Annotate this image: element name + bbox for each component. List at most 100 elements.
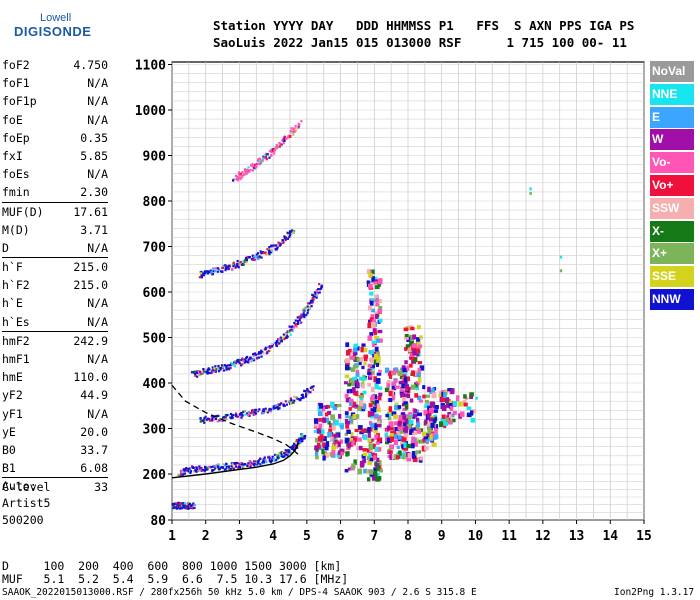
y-tick-label: 300 bbox=[143, 423, 167, 438]
header-values: SaoLuis 2022 Jan15 015 013000 RSF 1 715 … bbox=[213, 35, 627, 50]
echo-point bbox=[316, 293, 319, 296]
echo-point bbox=[280, 240, 284, 243]
echo-point bbox=[245, 355, 249, 359]
echo-point bbox=[359, 396, 364, 402]
echo-point bbox=[278, 338, 281, 341]
echo-point bbox=[371, 322, 376, 329]
echo-point bbox=[325, 452, 329, 459]
echo-point bbox=[322, 455, 326, 461]
echo-point bbox=[202, 272, 205, 275]
echo-point bbox=[389, 433, 394, 438]
param-value: N/A bbox=[87, 296, 108, 311]
echo-point bbox=[424, 404, 429, 409]
header-labels: Station YYYY DAY DDD HHMMSS P1 FFS S AXN… bbox=[213, 18, 635, 33]
echo-point bbox=[340, 451, 344, 456]
echo-point bbox=[200, 270, 203, 274]
echo-point bbox=[278, 404, 281, 407]
echo-point bbox=[353, 351, 357, 357]
echo-point bbox=[262, 459, 265, 462]
echo-point bbox=[252, 357, 255, 361]
param-key: foEs bbox=[2, 167, 30, 182]
param-value: 0.35 bbox=[80, 130, 108, 145]
echo-point bbox=[262, 461, 265, 464]
echo-point bbox=[297, 443, 300, 447]
echo-point bbox=[373, 427, 378, 434]
echo-point bbox=[433, 409, 439, 413]
echo-point bbox=[206, 370, 209, 373]
echo-point bbox=[225, 462, 228, 466]
echo-point bbox=[315, 294, 319, 297]
echo-point bbox=[411, 451, 416, 457]
echo-point bbox=[258, 157, 261, 160]
echo-point bbox=[352, 376, 358, 381]
echo-point bbox=[312, 298, 315, 301]
echo-point bbox=[309, 307, 312, 310]
echo-point bbox=[360, 346, 365, 353]
echo-point bbox=[392, 414, 398, 419]
echo-point bbox=[219, 417, 222, 421]
x-tick-label: 11 bbox=[501, 529, 517, 544]
echo-point bbox=[227, 267, 230, 271]
echo-point bbox=[288, 325, 291, 328]
echo-point bbox=[183, 506, 186, 509]
echo-point bbox=[243, 410, 246, 413]
echo-point bbox=[212, 465, 215, 468]
param-row: fmin 2.30 bbox=[2, 183, 108, 201]
echo-point bbox=[313, 291, 317, 294]
param-value: N/A bbox=[87, 314, 108, 329]
echo-point bbox=[414, 383, 418, 388]
echo-point bbox=[388, 391, 393, 397]
echo-point bbox=[351, 440, 355, 446]
echo-point bbox=[235, 360, 239, 363]
echo-point bbox=[377, 329, 383, 334]
echo-point bbox=[225, 267, 228, 270]
echo-point bbox=[303, 437, 306, 440]
echo-point bbox=[251, 165, 255, 168]
echo-point bbox=[405, 333, 409, 338]
echo-point bbox=[297, 125, 300, 128]
echo-point bbox=[302, 312, 305, 315]
echo-point bbox=[377, 308, 383, 314]
echo-point bbox=[201, 273, 204, 276]
echo-point bbox=[231, 463, 234, 466]
echo-point bbox=[319, 288, 322, 291]
echo-point bbox=[422, 431, 427, 437]
echo-point bbox=[266, 351, 269, 354]
param-row: h`Es N/A bbox=[2, 313, 108, 331]
echo-point bbox=[246, 412, 249, 415]
echo-point bbox=[363, 347, 368, 353]
echo-point bbox=[247, 411, 250, 414]
echo-point bbox=[306, 309, 310, 312]
echo-point bbox=[431, 442, 437, 448]
echo-point bbox=[321, 407, 326, 412]
echo-point bbox=[427, 429, 432, 434]
echo-point bbox=[211, 273, 214, 276]
echo-point bbox=[292, 326, 296, 329]
echo-point bbox=[288, 234, 292, 237]
echo-point bbox=[425, 394, 431, 398]
echo-point bbox=[456, 395, 460, 399]
echo-point bbox=[378, 369, 382, 373]
echo-point bbox=[186, 469, 189, 472]
echo-point bbox=[398, 384, 402, 388]
echo-point bbox=[432, 387, 437, 391]
param-key: fmin bbox=[2, 185, 30, 200]
echo-point bbox=[318, 418, 322, 422]
echo-point bbox=[367, 371, 372, 376]
echo-point bbox=[367, 305, 373, 311]
echo-point bbox=[189, 470, 193, 473]
echo-point bbox=[373, 276, 378, 282]
echo-point bbox=[309, 301, 312, 304]
echo-point bbox=[356, 346, 360, 351]
echo-point bbox=[431, 387, 435, 392]
echo-point bbox=[299, 441, 302, 444]
echo-point bbox=[442, 407, 447, 412]
echo-point bbox=[247, 166, 250, 169]
echo-point bbox=[346, 389, 351, 394]
param-key: h`F2 bbox=[2, 278, 30, 293]
echo-point bbox=[177, 506, 180, 509]
echo-point bbox=[236, 461, 239, 465]
echo-point bbox=[416, 372, 422, 378]
echo-point bbox=[411, 370, 415, 376]
